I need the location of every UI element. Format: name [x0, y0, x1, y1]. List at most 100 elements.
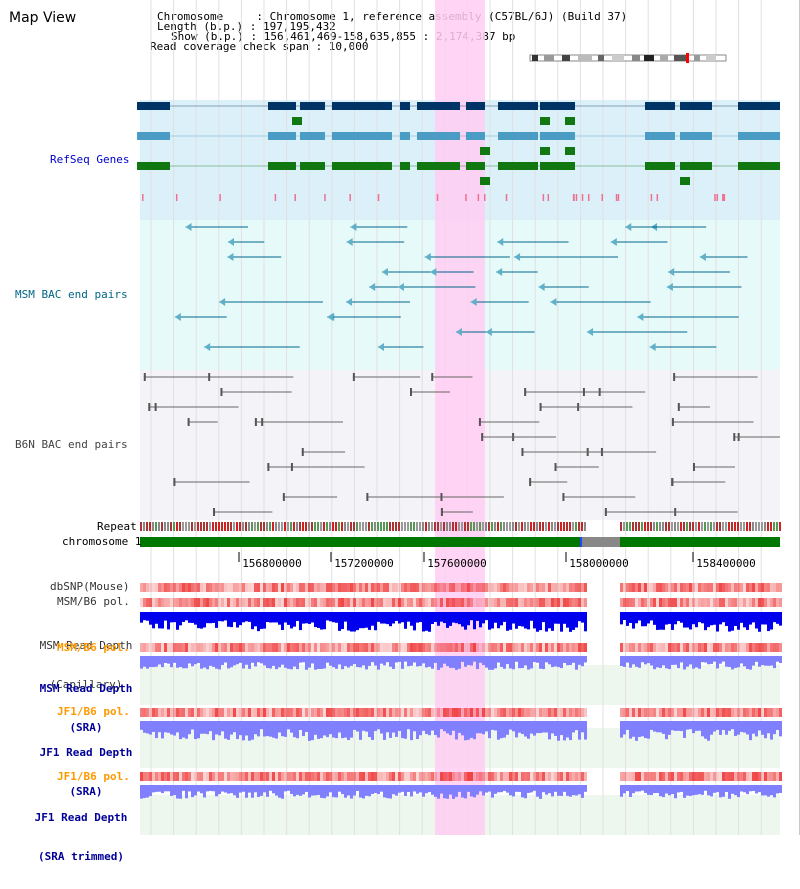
msm-b6-pol-label[interactable]: MSM/B6 pol. — [57, 595, 130, 608]
heat-cell — [227, 598, 230, 607]
heat-cell — [488, 598, 491, 607]
b6n-bac-end — [671, 478, 674, 486]
repeat-mark — [389, 522, 391, 531]
depth-bar — [584, 785, 587, 792]
depth-bar — [440, 612, 443, 622]
depth-bar — [563, 721, 566, 741]
repeat-mark — [557, 522, 559, 531]
depth-bar — [560, 785, 563, 796]
heat-cell — [461, 708, 464, 717]
heat-cell — [266, 708, 269, 717]
gene-block — [466, 132, 485, 140]
repeat-label[interactable]: Repeat — [97, 520, 137, 533]
depth-bar — [563, 785, 566, 792]
depth-bar — [311, 721, 314, 741]
depth-bar — [338, 721, 341, 733]
repeat-mark — [581, 522, 583, 531]
msm-bac-end-pairs-label[interactable]: MSM BAC end pairs — [15, 288, 128, 301]
heat-cell — [224, 583, 227, 592]
heat-cell — [314, 772, 317, 781]
heat-cell — [689, 708, 692, 717]
depth-bar — [275, 785, 278, 796]
depth-bar — [470, 785, 473, 797]
map-view-panel[interactable]: Map View Chromosome : Chromosome 1, refe… — [0, 0, 800, 863]
depth-bar — [353, 721, 356, 730]
depth-bar — [695, 785, 698, 795]
depth-bar — [173, 656, 176, 663]
depth-bar — [776, 612, 779, 624]
depth-bar — [638, 785, 641, 792]
heat-cell — [485, 643, 488, 652]
jf1-b6-pol-label[interactable]: JF1/B6 pol. — [57, 705, 130, 718]
chromosome-gap — [582, 537, 620, 547]
depth-bar — [518, 721, 521, 733]
msm-bac-end — [204, 343, 211, 351]
heat-cell — [209, 643, 212, 652]
jf1-read-depth-sra-line2: (SRA) — [69, 785, 103, 798]
heat-cell — [404, 598, 407, 607]
repeat-mark — [566, 522, 568, 531]
heat-cell — [779, 583, 782, 592]
b6n-bac-end-pairs-label[interactable]: B6N BAC end pairs — [15, 438, 128, 451]
depth-bar — [491, 721, 494, 730]
depth-bar — [176, 721, 179, 733]
heat-cell — [380, 772, 383, 781]
depth-bar — [158, 656, 161, 665]
heat-cell — [476, 643, 479, 652]
heat-cell — [161, 598, 164, 607]
gene-tick — [274, 194, 277, 201]
depth-bar — [416, 721, 419, 740]
heat-cell — [734, 583, 737, 592]
repeat-mark — [326, 522, 328, 531]
repeat-mark — [293, 522, 295, 531]
heat-cell — [437, 772, 440, 781]
heat-cell — [515, 598, 518, 607]
heat-cell — [164, 583, 167, 592]
heat-cell — [422, 772, 425, 781]
heat-cell — [317, 643, 320, 652]
chromosome-ideogram[interactable] — [528, 52, 730, 64]
msm-read-depth-capillary-label[interactable]: MSM Read Depth (Capillary) — [36, 613, 136, 717]
heat-cell — [353, 708, 356, 717]
depth-bar — [494, 785, 497, 794]
dbsnp-label[interactable]: dbSNP(Mouse) — [50, 580, 130, 593]
chromosome-track-label[interactable]: chromosome 1 — [62, 535, 142, 548]
heat-cell — [689, 643, 692, 652]
heat-cell — [524, 708, 527, 717]
b6n-bac-end — [677, 403, 680, 411]
heat-cell — [161, 772, 164, 781]
jf1-read-depth-sra-label[interactable]: JF1 Read Depth (SRA) — [36, 720, 136, 824]
jf1-b6-pol-trimmed-label[interactable]: JF1/B6 pol. — [57, 770, 130, 783]
track-canvas[interactable]: 156800000 157200000 157600000 158000000 1584… — [0, 0, 800, 835]
depth-bar — [479, 721, 482, 734]
repeat-mark — [626, 522, 628, 531]
refseq-genes-label[interactable]: RefSeq Genes — [50, 153, 130, 166]
heat-cell — [461, 643, 464, 652]
heat-cell — [437, 598, 440, 607]
repeat-mark — [314, 522, 316, 531]
depth-bar — [629, 656, 632, 668]
tick-label: 157600000 — [427, 557, 487, 570]
heat-cell — [545, 708, 548, 717]
jf1-read-depth-trimmed-label[interactable]: JF1 Read Depth (SRA trimmed) — [26, 785, 136, 889]
heat-cell — [242, 643, 245, 652]
heat-cell — [212, 772, 215, 781]
heat-cell — [155, 772, 158, 781]
depth-bar — [767, 785, 770, 797]
heat-cell — [620, 643, 623, 652]
msm-b6-pol-sra-label[interactable]: MSM/B6 pol. — [57, 641, 130, 654]
heat-cell — [275, 598, 278, 607]
depth-bar — [728, 721, 731, 731]
heat-cell — [725, 643, 728, 652]
heat-cell — [281, 583, 284, 592]
msm-read-depth-sra-label[interactable]: MSM Read Depth (SRA) — [36, 656, 136, 760]
msm-bac-end — [587, 328, 594, 336]
heat-cell — [410, 583, 413, 592]
depth-bar — [413, 721, 416, 732]
heat-cell — [209, 772, 212, 781]
depth-bar — [572, 612, 575, 630]
heat-cell — [776, 643, 779, 652]
gene-block — [738, 132, 780, 140]
repeat-mark — [578, 522, 580, 531]
heat-cell — [239, 583, 242, 592]
